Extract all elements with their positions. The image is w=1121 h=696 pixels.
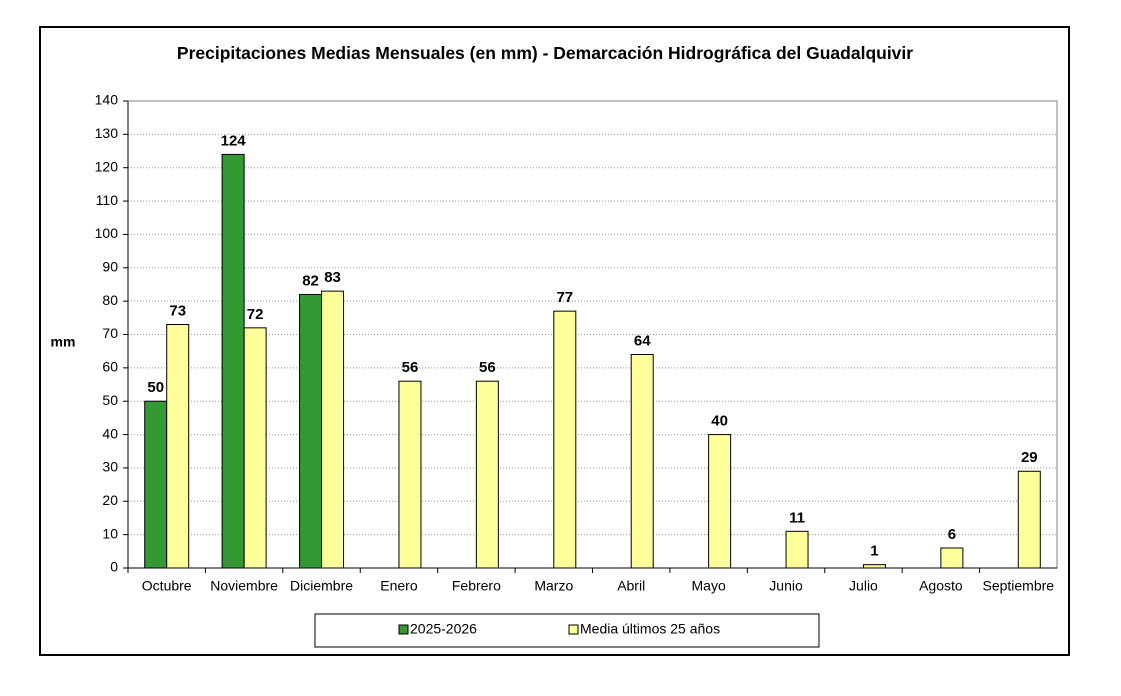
bar (475, 380, 499, 569)
legend-box (314, 613, 820, 648)
bar (299, 293, 323, 569)
y-tick-label: 80 (102, 292, 118, 308)
value-label: 73 (169, 302, 186, 319)
y-tick-label: 90 (102, 258, 118, 274)
bar (221, 153, 245, 569)
x-tick-label: Septiembre (982, 578, 1054, 594)
value-label: 83 (324, 269, 341, 286)
x-tick-label: Marzo (534, 578, 573, 594)
legend-swatch (568, 624, 579, 635)
x-tick-label: Abril (617, 578, 645, 594)
y-tick-label: 0 (110, 559, 118, 575)
x-tick-label: Enero (380, 578, 418, 594)
x-tick-label: Febrero (452, 578, 501, 594)
x-tick-label: Noviembre (210, 578, 278, 594)
bar (166, 323, 190, 569)
y-tick-label: 120 (95, 158, 119, 174)
x-tick-label: Diciembre (290, 578, 353, 594)
y-axis-label: mm (51, 334, 76, 350)
y-tick-label: 140 (95, 92, 119, 108)
y-tick-label: 60 (102, 359, 118, 375)
bar (785, 530, 809, 569)
value-label: 29 (1021, 449, 1038, 466)
y-tick-label: 110 (96, 192, 119, 208)
bar (1017, 470, 1041, 569)
y-tick-label: 30 (102, 459, 118, 475)
bar (862, 564, 886, 569)
value-label: 6 (948, 526, 956, 543)
legend-swatch (398, 624, 409, 635)
bar (553, 310, 577, 569)
value-label: 77 (556, 289, 573, 306)
y-tick-label: 70 (102, 325, 118, 341)
chart-frame (39, 26, 1070, 656)
y-tick-label: 130 (95, 125, 119, 141)
value-label: 72 (247, 306, 264, 323)
value-label: 56 (402, 359, 419, 376)
value-label: 1 (870, 543, 878, 560)
x-tick-label: Julio (849, 578, 878, 594)
y-tick-label: 50 (102, 392, 118, 408)
bar (940, 547, 964, 569)
bar (630, 354, 654, 569)
bar (243, 327, 267, 569)
legend-label: 2025-2026 (410, 621, 477, 637)
bar (144, 400, 168, 569)
bar (708, 434, 732, 569)
value-label: 82 (302, 272, 319, 289)
y-tick-label: 100 (95, 225, 119, 241)
value-label: 11 (789, 509, 805, 526)
value-label: 124 (221, 132, 247, 149)
x-tick-label: Agosto (919, 578, 963, 594)
legend-label: Media últimos 25 años (580, 621, 720, 637)
x-tick-label: Junio (769, 578, 803, 594)
chart-title: Precipitaciones Medias Mensuales (en mm)… (176, 43, 914, 63)
value-label: 56 (479, 359, 496, 376)
bar (398, 380, 422, 569)
bar (321, 290, 345, 569)
x-tick-label: Mayo (692, 578, 726, 594)
value-label: 50 (147, 379, 164, 396)
y-tick-label: 10 (102, 525, 118, 541)
x-tick-label: Octubre (142, 578, 192, 594)
value-label: 64 (634, 332, 651, 349)
y-tick-label: 40 (102, 425, 118, 441)
value-label: 40 (711, 413, 728, 430)
y-tick-label: 20 (102, 492, 118, 508)
